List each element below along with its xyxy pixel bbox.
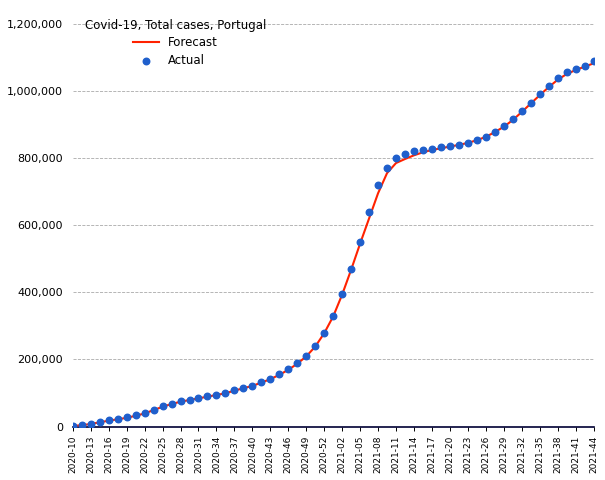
Actual [167,400,177,408]
Actual [517,107,526,115]
Actual [490,128,500,136]
Actual [355,238,365,246]
Actual [580,62,589,70]
Actual [292,360,302,367]
Actual [104,417,114,424]
Actual [122,414,131,421]
Forecast [312,344,319,349]
Legend: Forecast, Actual: Forecast, Actual [79,13,272,73]
Actual [68,422,77,430]
Actual [203,393,212,400]
Forecast [159,404,166,409]
Actual [589,57,598,64]
Actual [418,146,428,154]
Actual [266,375,275,383]
Forecast [69,423,76,429]
Actual [373,181,383,189]
Actual [275,371,284,378]
Actual [283,366,293,373]
Actual [310,342,320,350]
Actual [508,116,518,123]
Actual [140,409,149,417]
Actual [427,145,437,153]
Actual [436,144,446,151]
Actual [346,265,356,273]
Actual [175,397,185,405]
Actual [229,386,239,394]
Actual [238,384,248,392]
Actual [247,382,257,389]
Actual [77,421,87,429]
Actual [95,419,105,426]
Actual [391,154,401,162]
Actual [364,208,374,216]
Forecast [339,292,346,298]
Actual [481,132,491,140]
Actual [338,290,347,298]
Actual [301,352,311,360]
Actual [472,136,482,144]
Actual [329,312,338,320]
Actual [535,90,545,98]
Actual [571,65,580,73]
Actual [86,420,96,428]
Actual [499,122,509,130]
Actual [319,329,329,336]
Actual [221,389,231,397]
Actual [526,99,535,107]
Actual [131,412,140,420]
Actual [400,150,410,158]
Actual [194,394,203,402]
Line: Forecast: Forecast [73,54,605,426]
Actual [212,391,221,398]
Actual [463,139,473,146]
Actual [382,164,392,172]
Actual [113,415,123,423]
Actual [158,403,168,410]
Actual [185,396,194,404]
Actual [445,142,455,150]
Actual [257,378,266,386]
Actual [454,141,463,148]
Forecast [518,109,525,115]
Actual [409,147,419,155]
Actual [544,82,554,90]
Actual [149,406,159,414]
Actual [553,74,563,82]
Forecast [204,394,211,399]
Actual [562,69,572,76]
